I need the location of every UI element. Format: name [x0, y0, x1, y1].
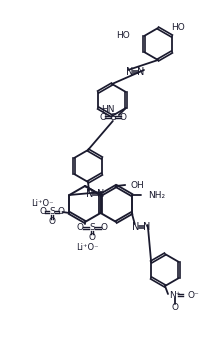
- Text: Li⁺O⁻: Li⁺O⁻: [31, 200, 54, 208]
- Text: O: O: [101, 224, 108, 233]
- Text: OH: OH: [130, 181, 144, 189]
- Text: O: O: [58, 207, 65, 216]
- Text: N: N: [97, 189, 105, 199]
- Text: N: N: [143, 222, 151, 232]
- Text: N: N: [126, 67, 134, 77]
- Text: S: S: [89, 224, 95, 233]
- Text: O: O: [119, 113, 126, 121]
- Text: Li⁺O⁻: Li⁺O⁻: [76, 243, 98, 251]
- Text: O: O: [77, 224, 84, 233]
- Text: HO: HO: [116, 31, 130, 39]
- Text: HO: HO: [171, 23, 185, 31]
- Text: N: N: [137, 67, 145, 77]
- Text: O: O: [49, 216, 56, 226]
- Text: HN: HN: [101, 105, 115, 113]
- Text: O: O: [99, 113, 106, 121]
- Text: O⁻: O⁻: [187, 290, 199, 300]
- Text: N⁺: N⁺: [169, 290, 181, 300]
- Text: S: S: [110, 113, 116, 121]
- Text: S: S: [50, 207, 55, 216]
- Text: N: N: [132, 222, 140, 232]
- Text: O: O: [40, 207, 47, 216]
- Text: NH₂: NH₂: [148, 190, 165, 200]
- Text: O: O: [172, 303, 179, 313]
- Text: N: N: [86, 189, 94, 199]
- Text: O: O: [88, 233, 95, 241]
